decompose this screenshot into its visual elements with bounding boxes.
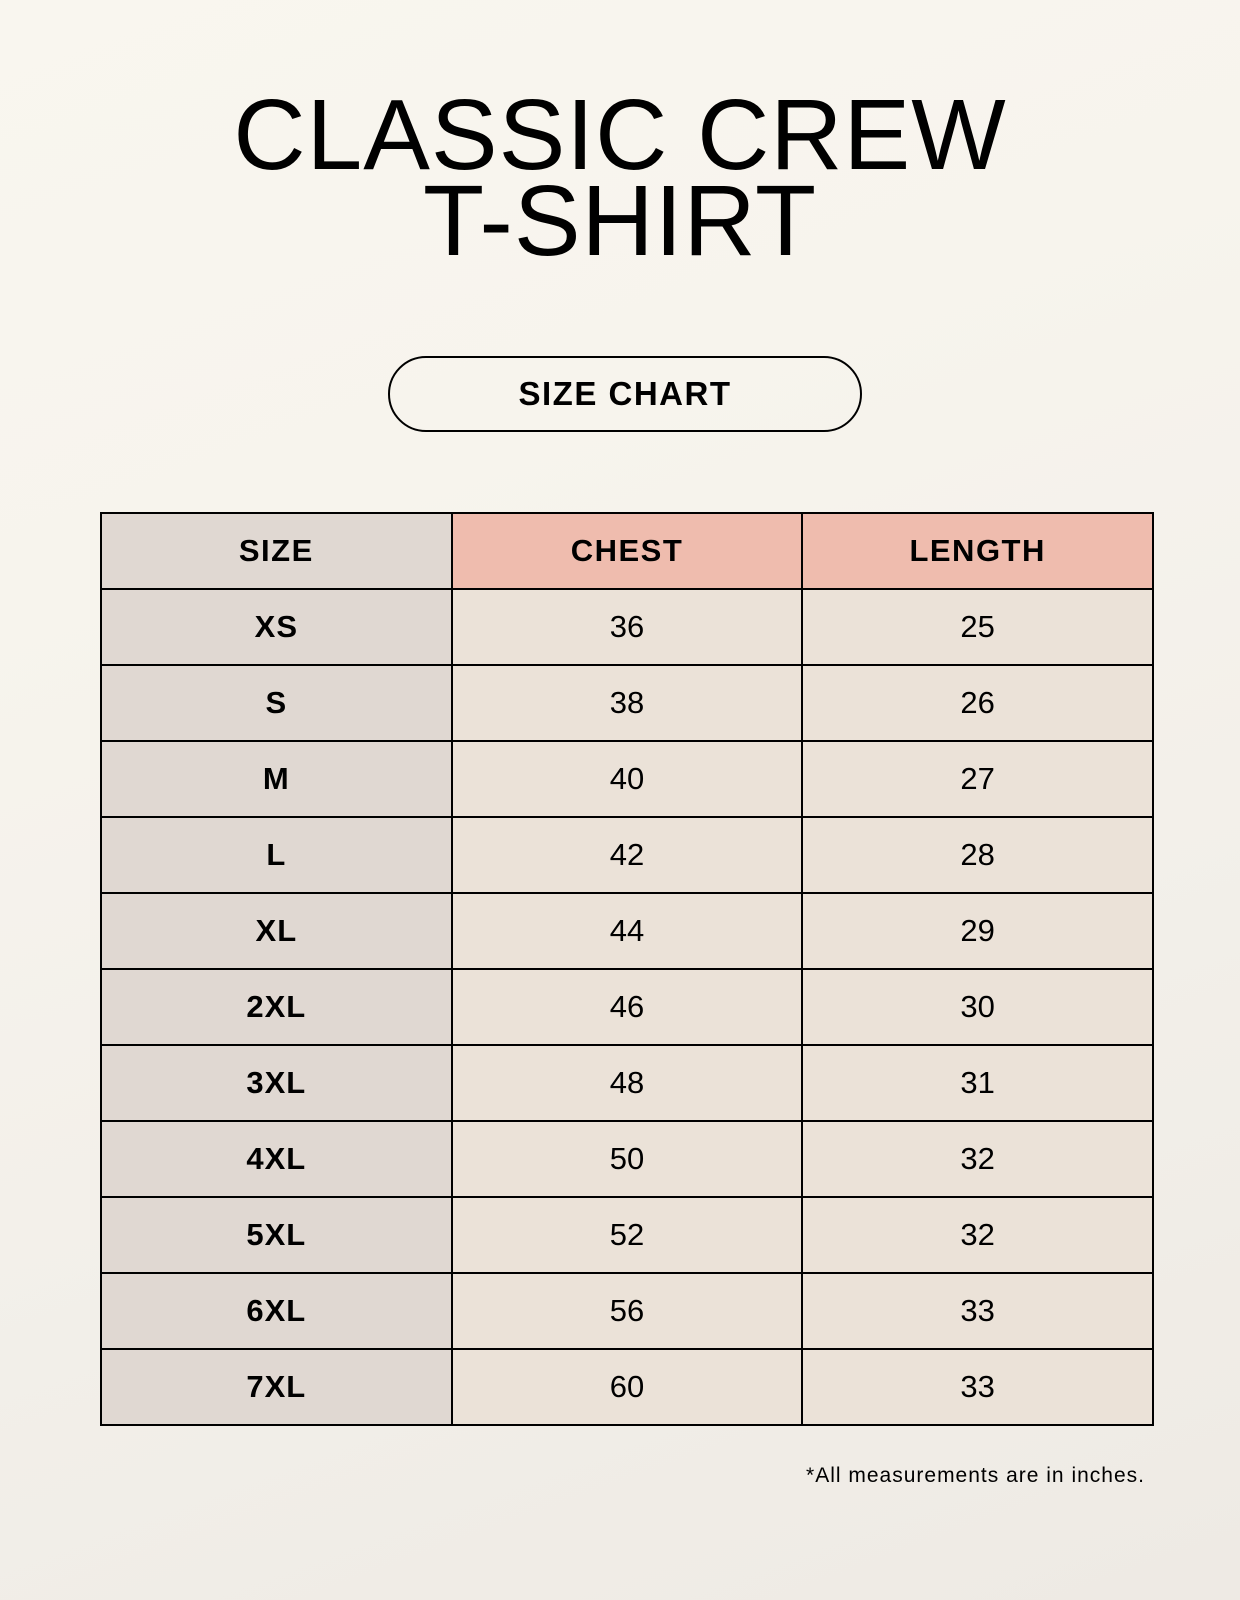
footnote: *All measurements are in inches.: [806, 1464, 1145, 1487]
cell-chest: 48: [450, 1044, 804, 1122]
cell-chest: 60: [450, 1348, 804, 1426]
table-row: XL 44 29: [100, 892, 1154, 970]
title-line-1: CLASSIC CREW: [233, 79, 1007, 191]
cell-length: 28: [801, 816, 1154, 894]
table-row: S 38 26: [100, 664, 1154, 742]
table-row: 7XL 60 33: [100, 1348, 1154, 1426]
cell-length: 32: [801, 1120, 1154, 1198]
cell-size: XL: [100, 892, 453, 970]
cell-length: 27: [801, 740, 1154, 818]
cell-length: 30: [801, 968, 1154, 1046]
cell-chest: 42: [450, 816, 804, 894]
table-row: M 40 27: [100, 740, 1154, 818]
table-row: 3XL 48 31: [100, 1044, 1154, 1122]
cell-size: 3XL: [100, 1044, 453, 1122]
cell-size: 2XL: [100, 968, 453, 1046]
table-row: 4XL 50 32: [100, 1120, 1154, 1198]
cell-size: M: [100, 740, 453, 818]
title-line-2: T-SHIRT: [422, 165, 818, 277]
table-header-row: SIZE CHEST LENGTH: [100, 512, 1154, 590]
cell-length: 33: [801, 1348, 1154, 1426]
cell-chest: 46: [450, 968, 804, 1046]
size-chart-badge: SIZE CHART: [388, 356, 862, 432]
cell-length: 32: [801, 1196, 1154, 1274]
cell-size: L: [100, 816, 453, 894]
cell-chest: 38: [450, 664, 804, 742]
cell-size: 5XL: [100, 1196, 453, 1274]
cell-size: XS: [100, 588, 453, 666]
cell-chest: 44: [450, 892, 804, 970]
table-row: XS 36 25: [100, 588, 1154, 666]
cell-chest: 36: [450, 588, 804, 666]
cell-chest: 40: [450, 740, 804, 818]
table-row: 5XL 52 32: [100, 1196, 1154, 1274]
cell-length: 33: [801, 1272, 1154, 1350]
cell-length: 29: [801, 892, 1154, 970]
cell-chest: 52: [450, 1196, 804, 1274]
cell-length: 25: [801, 588, 1154, 666]
table-row: 6XL 56 33: [100, 1272, 1154, 1350]
cell-size: S: [100, 664, 453, 742]
page-title: CLASSIC CREW T-SHIRT: [0, 79, 1240, 277]
size-table: SIZE CHEST LENGTH XS 36 25 S 38 26 M 40 27 L 42 28 X…: [100, 512, 1154, 1426]
header-chest: CHEST: [450, 512, 804, 590]
cell-size: 6XL: [100, 1272, 453, 1350]
cell-chest: 50: [450, 1120, 804, 1198]
cell-chest: 56: [450, 1272, 804, 1350]
table-row: 2XL 46 30: [100, 968, 1154, 1046]
cell-length: 31: [801, 1044, 1154, 1122]
cell-size: 4XL: [100, 1120, 453, 1198]
header-length: LENGTH: [801, 512, 1154, 590]
header-size: SIZE: [100, 512, 453, 590]
cell-size: 7XL: [100, 1348, 453, 1426]
cell-length: 26: [801, 664, 1154, 742]
table-row: L 42 28: [100, 816, 1154, 894]
